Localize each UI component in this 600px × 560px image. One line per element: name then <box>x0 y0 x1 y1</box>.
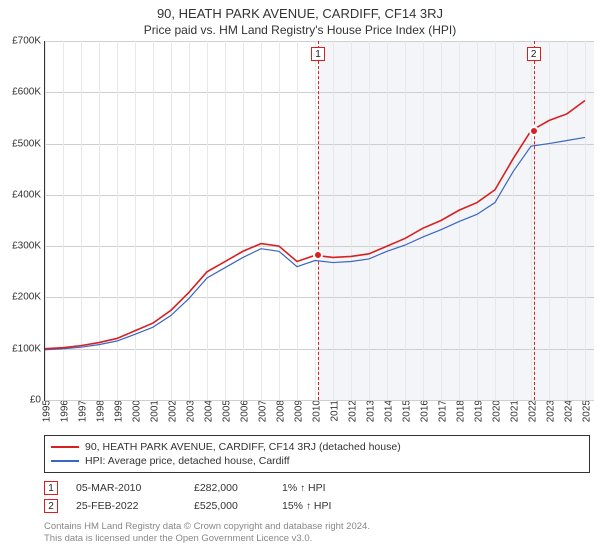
chart-title: 90, HEATH PARK AVENUE, CARDIFF, CF14 3RJ <box>0 0 600 21</box>
transaction-price: £525,000 <box>194 500 264 512</box>
y-axis-label: £100K <box>12 343 45 354</box>
x-axis-label: 2009 <box>290 400 305 422</box>
arrow-up-icon: ↑ <box>306 501 311 512</box>
transaction-hpi: 1% ↑ HPI <box>282 482 362 494</box>
x-axis-label: 2020 <box>488 400 503 422</box>
x-axis-label: 2003 <box>182 400 197 422</box>
legend-swatch-hpi <box>51 460 79 462</box>
series-line <box>45 100 585 348</box>
x-axis-label: 2005 <box>218 400 233 422</box>
transaction-row: 1 05-MAR-2010 £282,000 1% ↑ HPI <box>44 479 590 497</box>
transaction-price: £282,000 <box>194 482 264 494</box>
x-axis-label: 1998 <box>92 400 107 422</box>
transaction-marker: 1 <box>311 47 325 61</box>
transaction-date: 05-MAR-2010 <box>76 482 176 494</box>
transaction-row: 2 25-FEB-2022 £525,000 15% ↑ HPI <box>44 497 590 515</box>
x-axis-label: 2025 <box>578 400 593 422</box>
x-axis-label: 2008 <box>272 400 287 422</box>
x-axis-label: 2018 <box>452 400 467 422</box>
y-axis-label: £400K <box>12 189 45 200</box>
x-axis-label: 2004 <box>200 400 215 422</box>
legend-item-hpi: HPI: Average price, detached house, Card… <box>51 454 583 468</box>
y-axis-label: £300K <box>12 241 45 252</box>
chart-subtitle: Price paid vs. HM Land Registry's House … <box>0 21 600 41</box>
x-axis-label: 1997 <box>74 400 89 422</box>
x-axis-label: 1995 <box>38 400 53 422</box>
x-axis-label: 2006 <box>236 400 251 422</box>
x-axis-label: 2007 <box>254 400 269 422</box>
chart-container: 90, HEATH PARK AVENUE, CARDIFF, CF14 3RJ… <box>0 0 600 560</box>
x-axis-label: 1999 <box>110 400 125 422</box>
transaction-marker: 2 <box>527 47 541 61</box>
x-axis-label: 2010 <box>308 400 323 422</box>
x-axis-label: 2000 <box>128 400 143 422</box>
x-axis-label: 2024 <box>560 400 575 422</box>
x-axis-label: 2011 <box>326 400 341 422</box>
series-line <box>45 137 585 349</box>
transaction-row-marker: 2 <box>44 499 58 513</box>
x-axis-label: 2014 <box>380 400 395 422</box>
x-axis-label: 2021 <box>506 400 521 422</box>
x-axis-label: 2019 <box>470 400 485 422</box>
legend-swatch-property <box>51 446 79 448</box>
x-axis-label: 2017 <box>434 400 449 422</box>
footer: Contains HM Land Registry data © Crown c… <box>44 521 590 546</box>
transaction-row-marker: 1 <box>44 481 58 495</box>
x-axis-label: 2012 <box>344 400 359 422</box>
x-axis-label: 2013 <box>362 400 377 422</box>
y-axis-label: £500K <box>12 138 45 149</box>
legend: 90, HEATH PARK AVENUE, CARDIFF, CF14 3RJ… <box>44 435 590 473</box>
y-axis-label: £700K <box>12 36 45 47</box>
plot-area: £0£100K£200K£300K£400K£500K£600K£700K199… <box>44 41 594 401</box>
transaction-dot <box>313 250 323 260</box>
chart-area: £0£100K£200K£300K£400K£500K£600K£700K199… <box>44 41 594 401</box>
x-axis-label: 1996 <box>56 400 71 422</box>
legend-label-hpi: HPI: Average price, detached house, Card… <box>85 455 290 467</box>
gridline-h <box>45 400 594 401</box>
transaction-dot <box>529 126 539 136</box>
y-axis-label: £600K <box>12 87 45 98</box>
transaction-date: 25-FEB-2022 <box>76 500 176 512</box>
y-axis-label: £200K <box>12 292 45 303</box>
legend-label-property: 90, HEATH PARK AVENUE, CARDIFF, CF14 3RJ… <box>85 441 401 453</box>
x-axis-label: 2001 <box>146 400 161 422</box>
legend-item-property: 90, HEATH PARK AVENUE, CARDIFF, CF14 3RJ… <box>51 440 583 454</box>
transaction-hpi: 15% ↑ HPI <box>282 500 362 512</box>
transaction-table: 1 05-MAR-2010 £282,000 1% ↑ HPI 2 25-FEB-2022… <box>44 479 590 515</box>
x-axis-label: 2015 <box>398 400 413 422</box>
footer-line1: Contains HM Land Registry data © Crown c… <box>44 521 590 533</box>
arrow-up-icon: ↑ <box>300 483 305 494</box>
x-axis-label: 2023 <box>542 400 557 422</box>
footer-line2: This data is licensed under the Open Gov… <box>44 533 590 545</box>
x-axis-label: 2002 <box>164 400 179 422</box>
x-axis-label: 2016 <box>416 400 431 422</box>
chart-lines <box>45 41 594 400</box>
x-axis-label: 2022 <box>524 400 539 422</box>
